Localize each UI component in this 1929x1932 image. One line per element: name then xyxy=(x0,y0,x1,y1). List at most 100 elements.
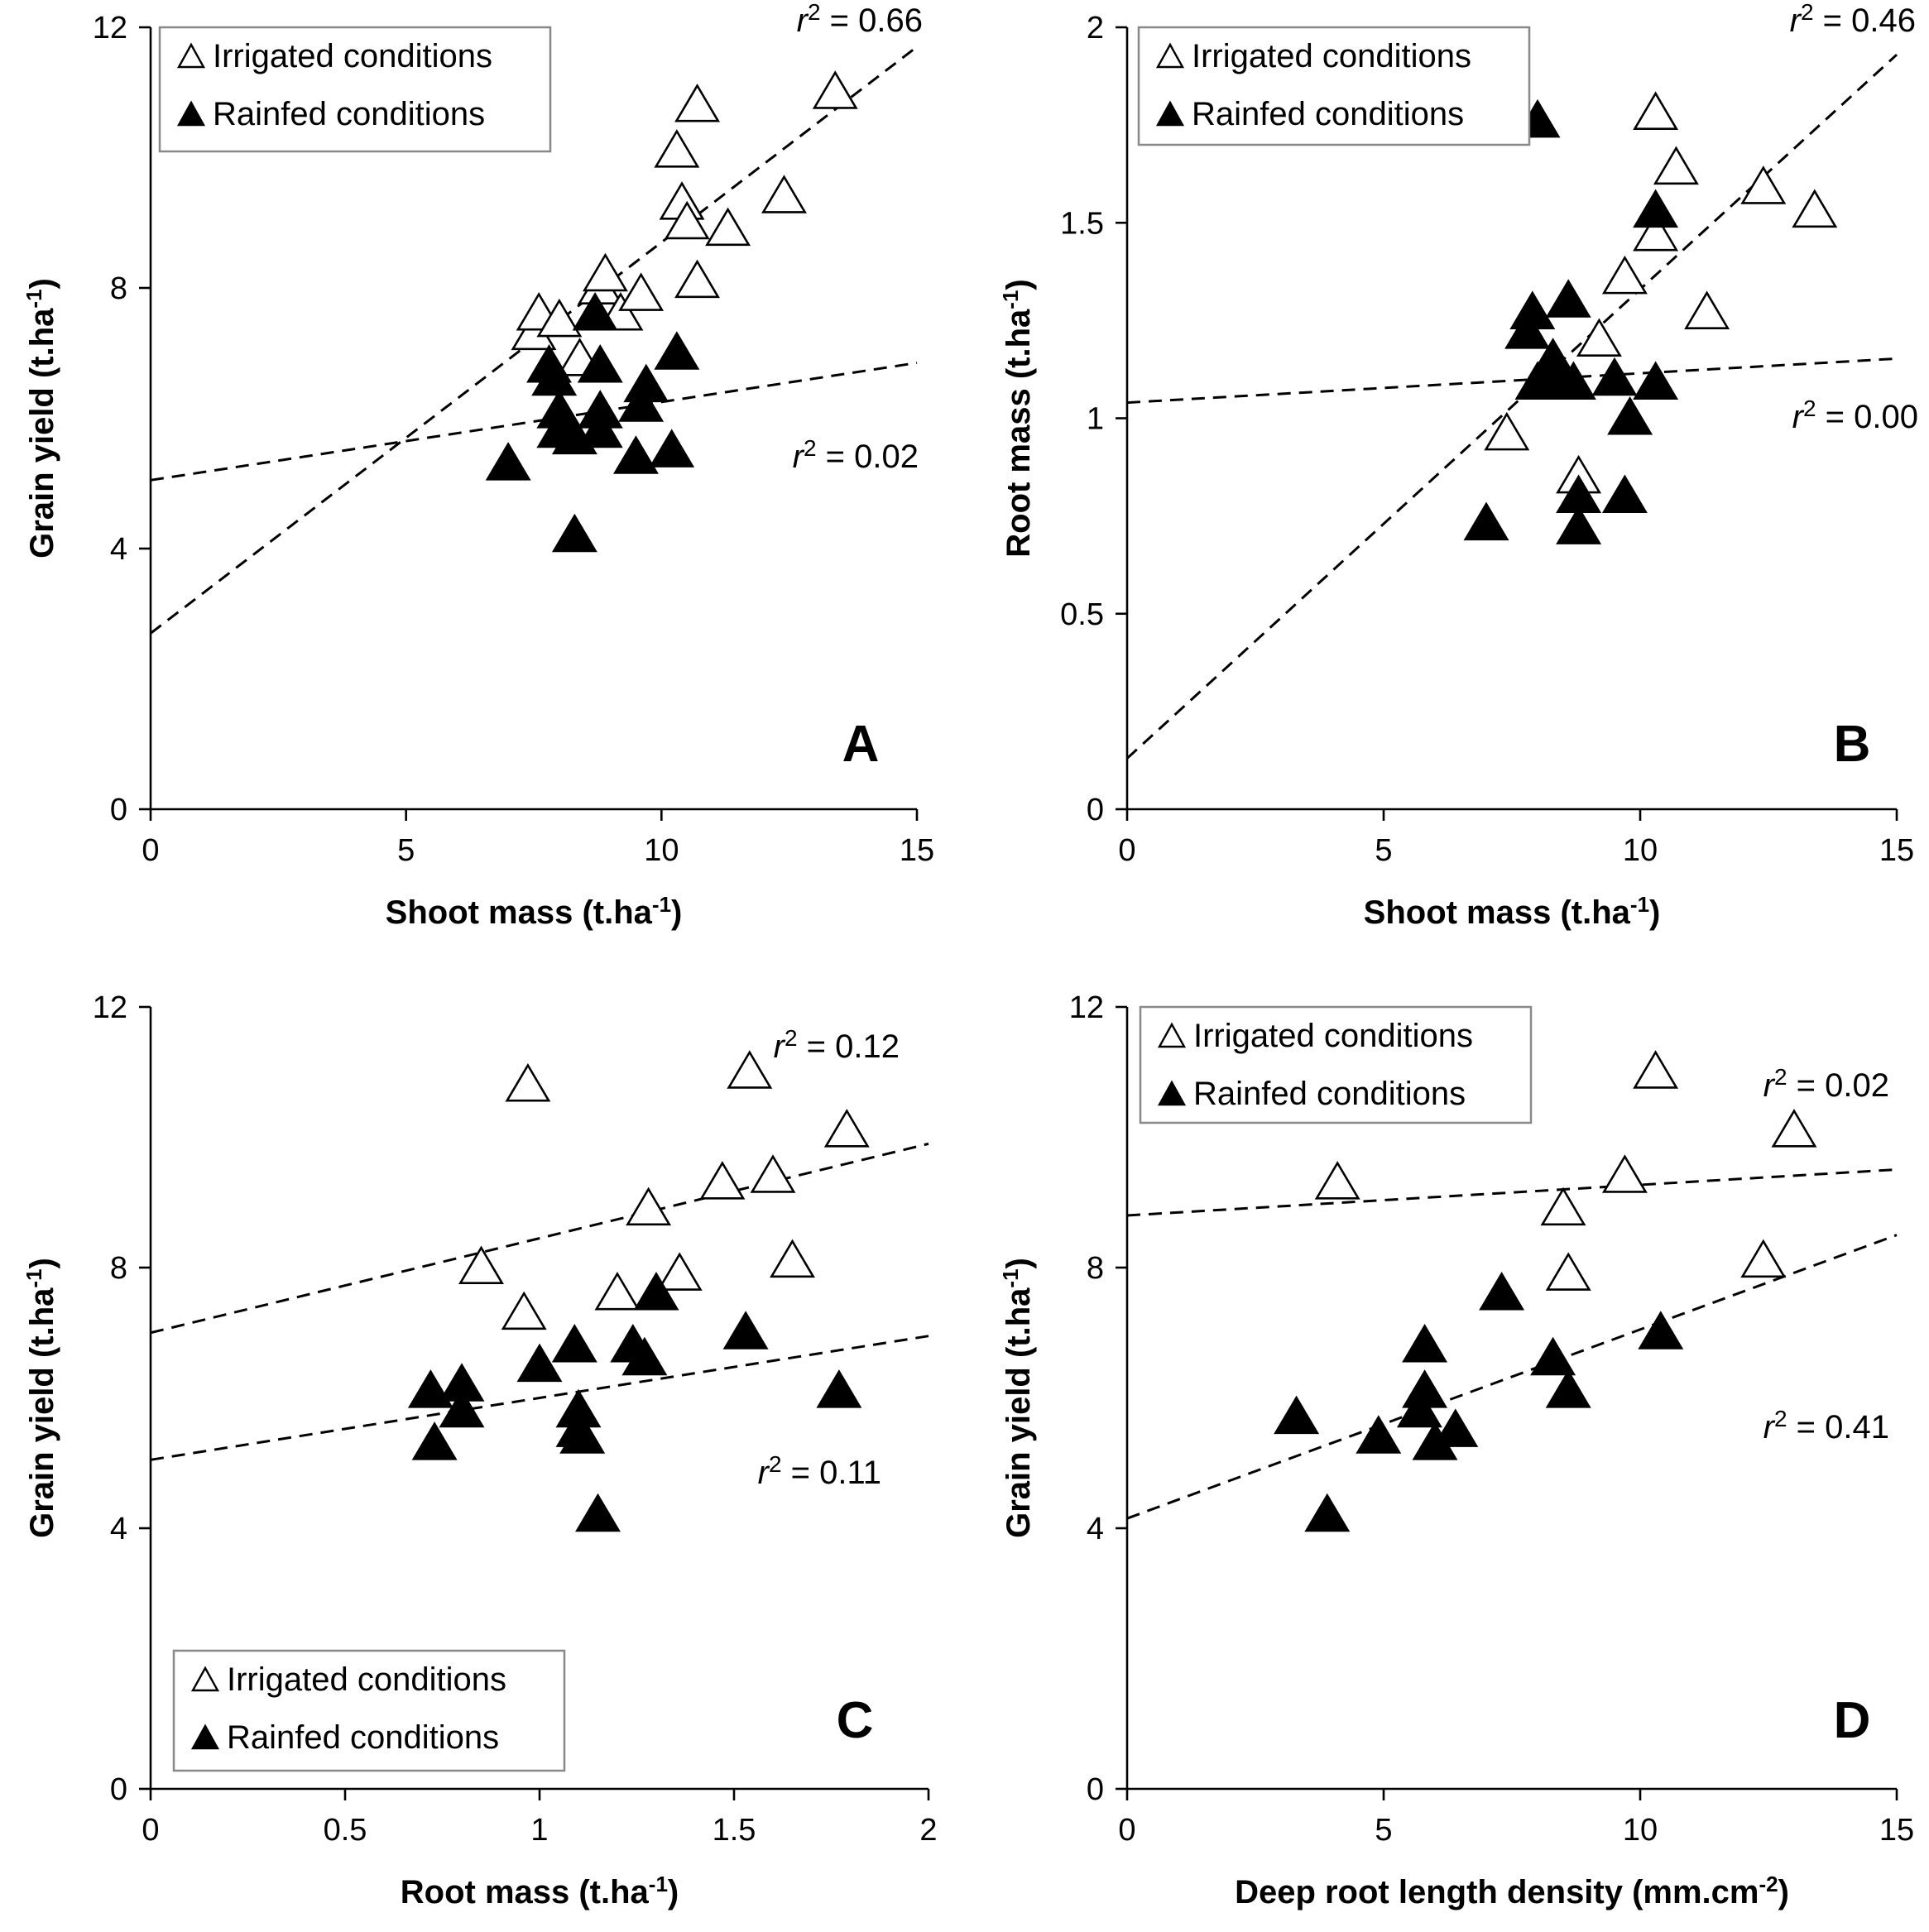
rainfed-point xyxy=(1556,506,1602,544)
x-axis-title: Shoot mass (t.ha-1) xyxy=(1364,892,1661,931)
x-tick-label: 10 xyxy=(1623,833,1658,868)
y-tick-label: 1 xyxy=(1087,402,1104,437)
x-tick-label: 15 xyxy=(1879,1813,1914,1848)
x-tick-label: 1.5 xyxy=(713,1813,756,1848)
legend-open-triangle-icon xyxy=(176,42,206,69)
rainfed-point xyxy=(485,442,531,481)
rainfed-point xyxy=(1545,279,1591,318)
legend: Irrigated conditions Rainfed conditions xyxy=(172,1649,566,1772)
x-tick-label: 5 xyxy=(1375,833,1392,868)
irrigated-point xyxy=(1633,1050,1679,1089)
legend-open-triangle-icon xyxy=(190,1666,220,1692)
irrigated-point xyxy=(618,272,665,311)
irrigated-point xyxy=(654,129,700,168)
y-tick-label: 12 xyxy=(1069,990,1104,1025)
rainfed-point xyxy=(1504,309,1551,349)
rainfed-point xyxy=(1530,1336,1576,1376)
rainfed-point xyxy=(722,1311,769,1350)
panel-letter: A xyxy=(842,716,880,773)
irrigated-point xyxy=(705,207,751,247)
x-tick-label: 15 xyxy=(900,833,934,868)
x-tick-label: 10 xyxy=(1623,1813,1658,1848)
rainfed-point xyxy=(1509,290,1556,329)
rainfed-point xyxy=(1638,1311,1684,1350)
rainfed-point xyxy=(1479,1271,1525,1311)
irrigated-point xyxy=(727,1050,773,1089)
irrigated-point xyxy=(1740,1239,1787,1278)
irrigated-point xyxy=(699,1161,746,1200)
irrigated-point xyxy=(674,83,721,122)
rainfed-point xyxy=(577,409,623,448)
rainfed-point xyxy=(531,357,578,396)
y-axis-title: Root mass (t.ha-1) xyxy=(998,279,1037,558)
r-squared-label: r2 = 0.02 xyxy=(1763,1064,1889,1104)
r-squared-label: r2 = 0.66 xyxy=(797,0,923,39)
y-tick-label: 4 xyxy=(1087,1512,1104,1546)
panel-a: 0 5 10 15 0 4 8 12 Shoot mass (t.ha-1) Grain yiel… xyxy=(22,0,934,931)
y-tick-label: 0 xyxy=(1087,793,1104,827)
legend-filled-triangle-icon xyxy=(1155,100,1185,127)
y-axis-title: Grain yield (t.ha-1) xyxy=(22,278,60,559)
y-tick-label: 2 xyxy=(1087,11,1104,46)
trendline xyxy=(150,362,918,482)
rainfed-point xyxy=(1591,357,1638,396)
y-tick-label: 0 xyxy=(110,793,127,827)
r-squared-label: r2 = 0.11 xyxy=(758,1451,881,1491)
rainfed-point xyxy=(1432,1408,1479,1447)
r-squared-label: r2 = 0.02 xyxy=(793,435,919,475)
trendline xyxy=(1125,53,1898,760)
y-tick-label: 8 xyxy=(110,271,127,306)
irrigated-point xyxy=(582,252,628,292)
legend-entry: Rainfed conditions xyxy=(227,1719,499,1756)
rainfed-point xyxy=(1274,1395,1320,1435)
y-tick-label: 8 xyxy=(110,1251,127,1286)
irrigated-point xyxy=(1684,290,1730,329)
r-squared-label: r2 = 0.41 xyxy=(1763,1406,1889,1445)
legend-entry: Irrigated conditions xyxy=(1192,38,1471,74)
x-tick-label: 15 xyxy=(1879,833,1914,868)
panel-letter: C xyxy=(837,1692,874,1749)
rainfed-point xyxy=(407,1369,453,1408)
x-axis-title: Root mass (t.ha-1) xyxy=(401,1872,679,1910)
rainfed-point xyxy=(816,1369,862,1408)
irrigated-point xyxy=(761,175,807,213)
y-tick-label: 12 xyxy=(93,990,127,1025)
panel-letter: B xyxy=(1834,716,1871,773)
legend: Irrigated conditions Rainfed conditions xyxy=(1137,26,1531,146)
irrigated-point xyxy=(536,298,583,338)
rainfed-point xyxy=(1545,1369,1591,1408)
irrigated-point xyxy=(626,1187,672,1226)
trendline xyxy=(150,1142,929,1335)
legend-open-triangle-icon xyxy=(1155,42,1185,69)
irrigated-point xyxy=(1653,146,1699,185)
y-tick-label: 4 xyxy=(110,1512,127,1546)
irrigated-point xyxy=(770,1239,815,1278)
rainfed-point xyxy=(1356,1415,1402,1454)
x-axis-title: Shoot mass (t.ha-1) xyxy=(386,892,683,931)
r-squared-label: r2 = 0.12 xyxy=(774,1025,900,1065)
rainfed-point xyxy=(621,1336,668,1376)
irrigated-point xyxy=(458,1245,504,1285)
panel-d: 0 5 10 15 0 4 8 12 Deep root length density (mm.… xyxy=(998,990,1914,1910)
y-tick-label: 1.5 xyxy=(1060,206,1104,241)
legend-entry: Rainfed conditions xyxy=(1192,96,1464,132)
legend-filled-triangle-icon xyxy=(1157,1080,1187,1106)
x-axis-title: Deep root length density (mm.cm-2) xyxy=(1235,1872,1789,1910)
legend-entry: Rainfed conditions xyxy=(213,96,485,132)
legend-entry: Irrigated conditions xyxy=(1193,1018,1473,1054)
x-tick-label: 2 xyxy=(919,1813,937,1848)
legend-open-triangle-icon xyxy=(1157,1022,1187,1048)
irrigated-point xyxy=(594,1271,641,1311)
rainfed-point xyxy=(1402,1323,1448,1363)
legend-box xyxy=(158,26,552,153)
x-tick-label: 1 xyxy=(530,1813,548,1848)
legend: Irrigated conditions Rainfed conditions xyxy=(1139,1005,1533,1124)
irrigated-point xyxy=(674,259,721,299)
irrigated-point xyxy=(1633,91,1679,130)
legend-filled-triangle-icon xyxy=(176,100,206,127)
irrigated-point xyxy=(501,1291,547,1330)
x-tick-label: 0 xyxy=(1118,1813,1135,1848)
rainfed-point xyxy=(618,383,665,422)
rainfed-point xyxy=(572,291,618,331)
irrigated-point xyxy=(1576,318,1622,357)
